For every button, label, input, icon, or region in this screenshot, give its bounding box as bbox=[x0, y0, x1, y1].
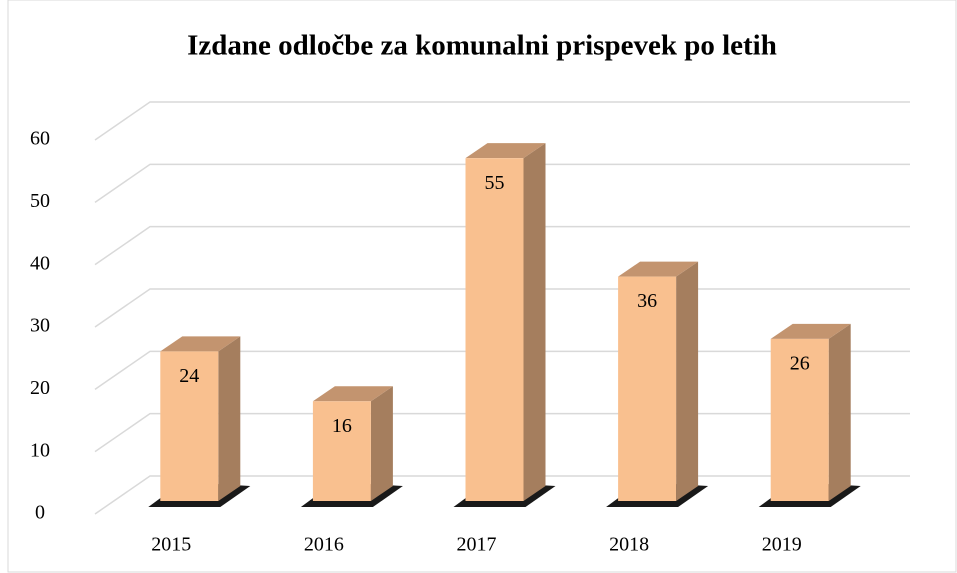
bar-top bbox=[312, 386, 393, 402]
x-tick-label: 2016 bbox=[304, 534, 344, 556]
grid-line bbox=[94, 225, 910, 266]
bar bbox=[312, 401, 371, 501]
chart-title: Izdane odločbe za komunalni prispevek po… bbox=[187, 30, 777, 62]
bar-side bbox=[828, 323, 851, 501]
x-tick-label: 2018 bbox=[609, 534, 649, 556]
value-label: 24 bbox=[179, 365, 199, 387]
y-tick-label: 10 bbox=[30, 439, 50, 461]
y-tick-label: 50 bbox=[30, 190, 50, 212]
bar-side bbox=[370, 386, 393, 501]
y-tick-label: 40 bbox=[30, 252, 50, 274]
bar-side bbox=[218, 336, 241, 501]
bar bbox=[770, 338, 829, 501]
value-label: 26 bbox=[790, 353, 810, 375]
bar bbox=[160, 351, 219, 501]
x-tick-label: 2017 bbox=[457, 534, 497, 556]
bar bbox=[465, 158, 524, 501]
value-label: 55 bbox=[485, 172, 505, 194]
value-label: 16 bbox=[332, 415, 352, 437]
bar-side bbox=[523, 143, 546, 501]
value-label: 36 bbox=[637, 290, 657, 312]
bar-top bbox=[618, 261, 699, 277]
y-tick-label: 20 bbox=[30, 377, 50, 399]
bar-side bbox=[676, 261, 699, 501]
grid-line bbox=[94, 101, 910, 141]
y-tick-label: 30 bbox=[30, 315, 50, 337]
bar-top bbox=[770, 323, 851, 339]
grid-line bbox=[94, 163, 910, 203]
x-tick-label: 2015 bbox=[151, 534, 191, 556]
bar bbox=[618, 276, 677, 501]
x-tick-label: 2019 bbox=[762, 534, 802, 556]
y-tick-label: 0 bbox=[35, 502, 45, 524]
bar-top bbox=[465, 143, 546, 159]
y-tick-label: 60 bbox=[30, 128, 50, 150]
bar-top bbox=[160, 336, 241, 352]
